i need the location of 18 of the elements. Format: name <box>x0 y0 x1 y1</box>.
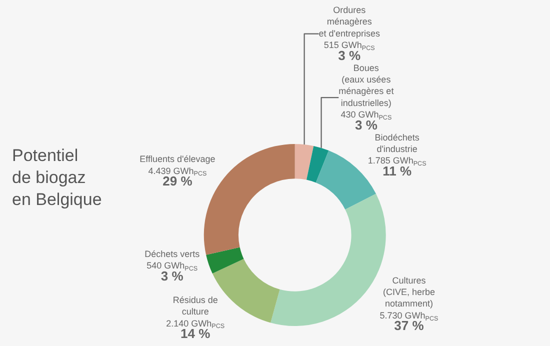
data-label: 540 GWh$_{PCS}$ 3 % <box>146 260 198 284</box>
data-label: 1.785 GWh$_{PCS}$ 11 % <box>368 156 426 178</box>
data-label: 4.439 GWh$_{PCS}$ 29 % <box>148 166 207 189</box>
data-label: 430 GWh$_{PCS}$ 3 % <box>340 110 392 132</box>
slice-label: Déchets verts <box>144 248 200 259</box>
donut-slice <box>206 247 244 274</box>
data-label: 5.730 GWh$_{PCS}$ 37 % <box>380 310 438 334</box>
text: Potentiel de biogaz en Belgique <box>12 146 102 210</box>
donut-slice <box>306 146 329 183</box>
data-label: 2.140 GWh$_{PCS}$ 14 % <box>166 318 225 341</box>
slice-label: Ordures ménagères et d'entreprises <box>318 4 381 38</box>
slice-label: Résidus de culture <box>172 294 218 317</box>
slice-label: Cultures (CIVE, herbe notamment) <box>382 275 436 309</box>
slice-label: Boues (eaux usées ménagères et industrielles) <box>338 62 394 108</box>
donut-slice <box>294 144 314 180</box>
data-label: 515 GWh$_{PCS}$ 3 % <box>324 40 375 63</box>
slice-label: Effluents d'élevage <box>140 154 216 164</box>
slice-label: Biodéchets d'industrie <box>374 132 420 154</box>
